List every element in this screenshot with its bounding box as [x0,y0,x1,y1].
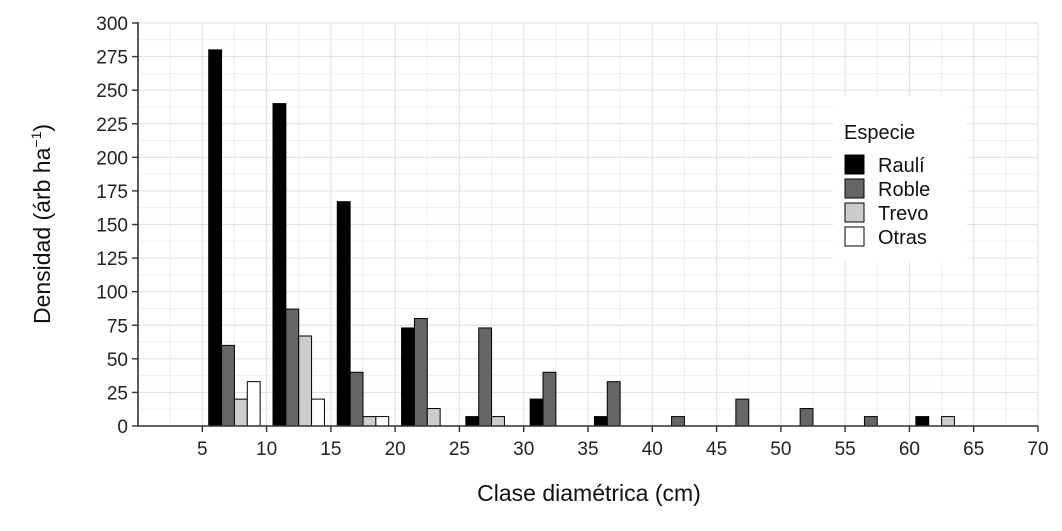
y-tick-label: 250 [96,81,128,102]
bar-raulí-20 [401,327,415,427]
x-tick-label: 55 [835,439,856,460]
bar-raulí-15 [336,201,351,427]
bar-otras-15 [375,416,390,427]
x-axis-title: Clase diamétrica (cm) [477,480,701,506]
y-tick-label: 150 [96,216,128,237]
x-tick-label: 40 [642,439,663,460]
y-tick-label: 0 [117,417,128,438]
bar-otras-10 [311,398,325,427]
y-tick-label: 300 [96,14,128,35]
bar-trevo-10 [298,335,313,427]
legend-label-raulí: Raulí [878,155,925,177]
legend-label-roble: Roble [878,179,930,201]
bar-roble-30 [542,371,557,427]
bar-roble-15 [349,371,364,427]
legend-swatch-roble [844,178,865,199]
x-tick-label: 30 [513,439,534,460]
x-tick-label: 35 [577,439,598,460]
bar-roble-25 [478,327,493,427]
x-tick-label: 5 [197,439,208,460]
legend-label-trevo: Trevo [878,203,928,225]
legend-swatch-otras [844,226,865,247]
bar-raulí-5 [208,49,223,427]
legend-swatch-raulí [844,154,865,175]
y-tick-label: 50 [107,350,128,371]
bar-roble-5 [221,344,235,427]
y-tick-label: 175 [96,182,128,203]
legend-swatch-trevo [844,202,865,223]
bar-roble-55 [863,416,878,427]
bar-roble-50 [799,408,814,427]
bar-raulí-10 [272,103,287,427]
bar-trevo-25 [491,416,505,427]
axes [132,22,1039,432]
bar-roble-45 [735,398,750,427]
bar-raulí-25 [465,416,480,427]
x-tick-label: 60 [899,439,920,460]
y-tick-label: 75 [107,316,128,337]
bar-otras-5 [246,381,261,427]
legend-title: Especie [844,122,915,144]
bar-trevo-15 [362,416,377,427]
y-tick-label: 275 [96,48,128,69]
x-tick-label: 10 [256,439,277,460]
y-tick-label: 225 [96,115,128,136]
bars [208,49,955,427]
bar-roble-35 [606,381,621,427]
bar-roble-40 [671,416,685,427]
legend-label-otras: Otras [878,227,927,249]
y-axis-title-main: Densidad (árb ha [29,147,55,324]
x-tick-label: 50 [770,439,791,460]
y-tick-label: 125 [96,249,128,270]
tick-labels: 0 25 50 75 100 125 150 175 200 225 250 275 300 5 10 15 2… [96,14,1048,460]
y-tick-label: 200 [96,148,128,169]
y-tick-label: 100 [96,283,128,304]
bar-trevo-20 [426,408,441,427]
x-tick-label: 20 [385,439,406,460]
y-axis-title: Densidad (árb ha−1) [28,124,55,324]
bar-roble-20 [413,318,428,427]
y-tick-label: 25 [107,383,128,404]
bar-raulí-60 [915,416,930,427]
y-axis-title-close: ) [29,124,55,132]
x-tick-label: 70 [1027,439,1048,460]
x-tick-label: 65 [963,439,984,460]
x-tick-label: 25 [449,439,470,460]
x-tick-label: 45 [706,439,727,460]
x-tick-label: 15 [320,439,341,460]
bar-trevo-60 [941,416,955,427]
y-axis-title-superscript: −1 [28,131,44,147]
bar-roble-10 [285,308,300,427]
bar-raulí-35 [593,416,608,427]
bar-trevo-5 [233,398,248,427]
bar-raulí-30 [529,398,544,427]
